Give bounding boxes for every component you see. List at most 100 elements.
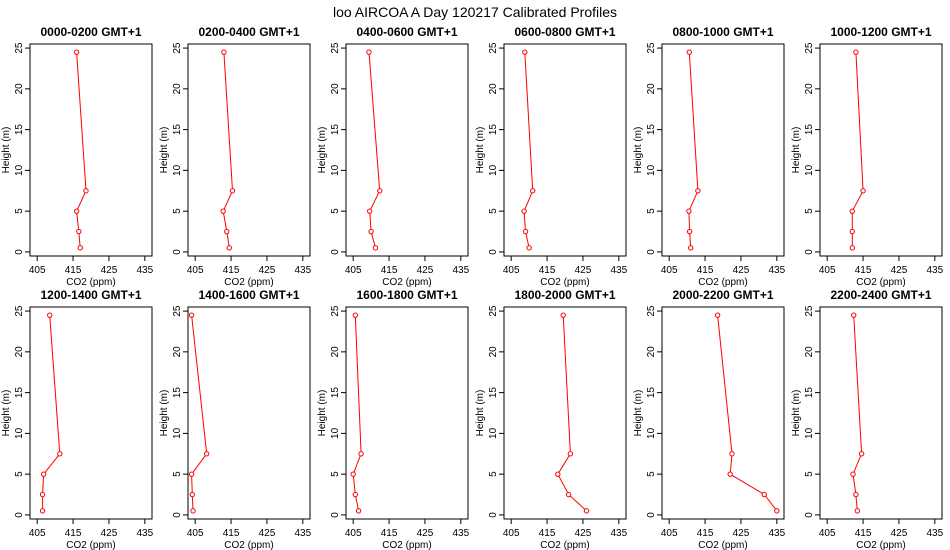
x-tick-label: 435: [610, 265, 627, 276]
y-axis-label: Height (m): [791, 127, 802, 174]
panels-grid: 0000-0200 GMT+1 0 5 10 15 20 25 Height (m) 405 41…: [1, 25, 944, 550]
profile-line: [191, 315, 208, 511]
y-tick-label: 15: [804, 387, 815, 399]
profile-point: [714, 312, 721, 318]
x-tick-label: 425: [891, 265, 908, 276]
y-tick-label: 20: [804, 83, 815, 95]
profile-line: [557, 315, 587, 512]
profile-point: [522, 49, 528, 55]
profile-point: [583, 508, 590, 514]
x-tick-label: 435: [452, 528, 469, 539]
y-axis-label: Height (m): [1, 390, 12, 437]
profile-point: [352, 491, 359, 498]
y-tick-label: 5: [330, 208, 341, 214]
profile-panel: 0800-1000 GMT+1 0 5 10 15 20 25 Height (m) 405 41…: [633, 25, 786, 288]
profile-point: [39, 508, 46, 514]
profile-point: [686, 208, 692, 214]
y-axis-label: Height (m): [159, 390, 170, 437]
profile-line: [851, 52, 864, 248]
profile-point: [83, 188, 89, 194]
y-tick-label: 15: [14, 387, 25, 399]
panel-title: 0600-0800 GMT+1: [514, 25, 615, 39]
y-tick-label: 0: [172, 512, 183, 518]
y-tick-label: 25: [804, 305, 815, 317]
x-axis-label: CO2 (ppm): [698, 540, 747, 550]
y-tick-label: 25: [330, 42, 341, 54]
y-tick-label: 20: [330, 83, 341, 95]
profile-point: [851, 312, 857, 318]
y-tick-label: 10: [14, 427, 25, 439]
y-tick-label: 25: [172, 305, 183, 317]
x-tick-label: 415: [697, 528, 714, 539]
y-tick-label: 25: [330, 305, 341, 317]
profile-point: [77, 245, 83, 251]
profile-panel: 2200-2400 GMT+1 0 5 10 15 20 25 Height (m) 405 41…: [791, 288, 944, 550]
y-tick-label: 20: [14, 346, 25, 358]
profile-point: [350, 471, 356, 477]
y-axis-label: Height (m): [317, 127, 328, 174]
panel-title: 1800-2000 GMT+1: [514, 288, 615, 302]
y-tick-label: 20: [488, 346, 499, 358]
y-tick-label: 10: [172, 164, 183, 176]
x-tick-label: 425: [259, 265, 276, 276]
y-tick-label: 15: [646, 124, 657, 136]
y-tick-label: 5: [804, 208, 815, 214]
profile-point: [567, 451, 574, 457]
x-axis-label: CO2 (ppm): [66, 277, 115, 288]
plot-frame: [661, 43, 785, 257]
x-tick-label: 425: [417, 265, 434, 276]
profile-point: [352, 312, 359, 318]
x-tick-label: 425: [101, 528, 118, 539]
y-axis-label: Height (m): [475, 127, 486, 174]
y-tick-label: 5: [488, 471, 499, 477]
x-tick-label: 435: [452, 265, 469, 276]
plot-frame: [819, 306, 943, 520]
x-tick-label: 405: [819, 528, 836, 539]
x-tick-label: 435: [294, 265, 311, 276]
y-tick-label: 5: [330, 471, 341, 477]
y-tick-label: 10: [488, 427, 499, 439]
y-tick-label: 0: [646, 512, 657, 518]
plot-frame: [187, 43, 311, 257]
x-tick-label: 405: [187, 265, 204, 276]
profile-point: [76, 228, 82, 235]
panel-title: 0200-0400 GMT+1: [198, 25, 299, 39]
profile-point: [850, 471, 856, 477]
plot-frame: [819, 43, 943, 257]
x-tick-label: 435: [926, 265, 943, 276]
y-tick-label: 15: [14, 124, 25, 136]
profile-point: [47, 312, 53, 318]
profile-point: [368, 228, 374, 235]
profile-point: [226, 245, 232, 251]
panel-title: 2000-2200 GMT+1: [672, 288, 773, 302]
y-tick-label: 5: [646, 208, 657, 214]
y-tick-label: 0: [172, 249, 183, 255]
y-tick-label: 10: [330, 164, 341, 176]
x-tick-label: 415: [223, 528, 240, 539]
profile-point: [854, 508, 861, 514]
x-tick-label: 435: [926, 528, 943, 539]
profile-line: [42, 315, 61, 511]
y-tick-label: 5: [172, 208, 183, 214]
x-tick-label: 415: [65, 265, 82, 276]
x-tick-label: 425: [733, 265, 750, 276]
panel-title: 1600-1800 GMT+1: [356, 288, 457, 302]
profile-point: [188, 471, 195, 477]
profile-point: [729, 451, 735, 457]
profile-point: [555, 471, 561, 477]
y-tick-label: 20: [14, 83, 25, 95]
profile-panel: 2000-2200 GMT+1 0 5 10 15 20 25 Height (m) 405 41…: [633, 288, 786, 550]
profile-point: [73, 49, 80, 55]
panel-title: 1000-1200 GMT+1: [830, 25, 931, 39]
profile-panel: 0400-0600 GMT+1 0 5 10 15 20 25 Height (m) 405 41…: [317, 25, 470, 288]
y-axis-label: Height (m): [633, 390, 644, 437]
panel-title: 0400-0600 GMT+1: [356, 25, 457, 39]
x-axis-label: CO2 (ppm): [382, 277, 431, 288]
y-tick-label: 0: [14, 512, 25, 518]
y-tick-label: 0: [804, 249, 815, 255]
x-tick-label: 435: [136, 528, 153, 539]
y-axis-label: Height (m): [317, 390, 328, 437]
x-tick-label: 415: [381, 528, 398, 539]
profile-point: [849, 228, 855, 235]
